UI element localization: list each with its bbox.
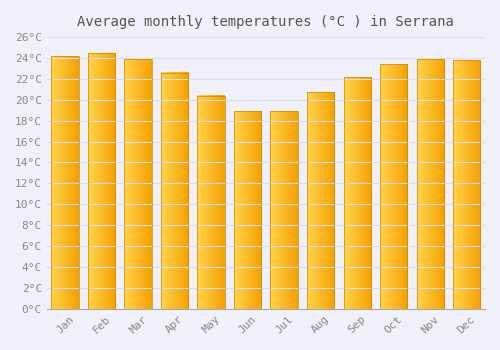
Bar [307,92,334,309]
Bar [270,111,298,309]
Bar [416,59,444,309]
Bar [161,73,188,309]
Bar [344,77,371,309]
Bar [124,59,152,309]
Bar [88,53,116,309]
Bar [453,60,480,309]
Title: Average monthly temperatures (°C ) in Serrana: Average monthly temperatures (°C ) in Se… [78,15,454,29]
Bar [198,96,225,309]
Bar [380,64,407,309]
Bar [52,56,79,309]
Bar [234,111,262,309]
